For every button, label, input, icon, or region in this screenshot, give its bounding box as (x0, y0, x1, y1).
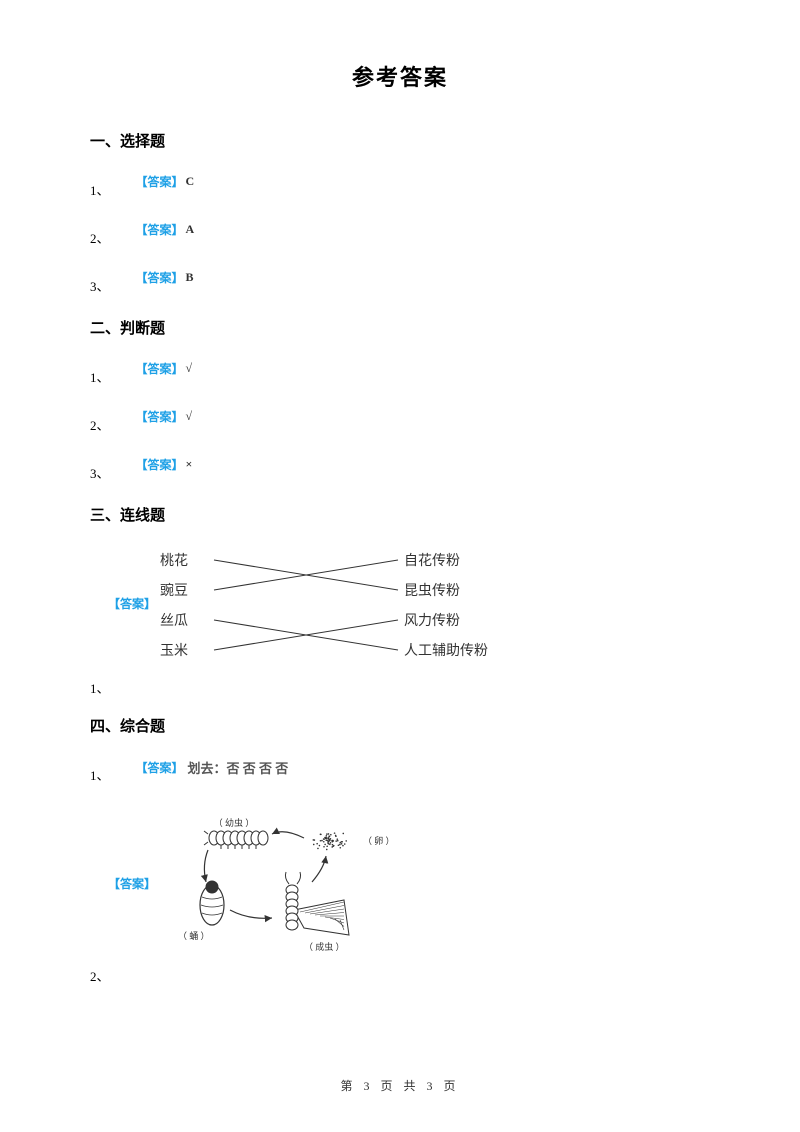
svg-text:桃花: 桃花 (160, 553, 188, 569)
item-number: 3、 (90, 276, 110, 295)
answer-value: √ (186, 409, 193, 424)
s1-item-1: 1、 【答案】 C (90, 173, 710, 199)
answer-value: × (186, 457, 193, 472)
svg-text:玉米: 玉米 (160, 643, 188, 659)
answer-label: 【答案】 (108, 875, 156, 892)
section-2-heading: 二、判断题 (90, 317, 710, 338)
svg-text:人工辅助传粉: 人工辅助传粉 (404, 643, 488, 659)
svg-text:（ 蛹 ）: （ 蛹 ） (178, 931, 210, 941)
svg-text:（ 幼虫 ）: （ 幼虫 ） (214, 817, 255, 828)
svg-text:丝瓜: 丝瓜 (160, 613, 188, 629)
s4-item-1: 1、 【答案】 划去：否 否 否 否 (90, 758, 710, 784)
answer-label: 【答案】 (136, 759, 184, 776)
answer-label: 【答案】 (108, 595, 156, 612)
matching-diagram: 桃花豌豆丝瓜玉米 自花传粉昆虫传粉风力传粉人工辅助传粉 (156, 547, 516, 672)
svg-text:昆虫传粉: 昆虫传粉 (404, 583, 460, 599)
svg-text:（ 成虫 ）: （ 成虫 ） (304, 941, 345, 952)
item-number: 2、 (90, 966, 710, 985)
item-number: 1、 (90, 367, 110, 386)
section-4-heading: 四、综合题 (90, 715, 710, 736)
answer-label: 【答案】 (136, 269, 184, 286)
section-3-heading: 三、连线题 (90, 504, 710, 525)
answer-value: C (186, 174, 195, 189)
svg-text:豌豆: 豌豆 (160, 583, 188, 599)
answer-value: A (186, 222, 195, 237)
section-1-heading: 一、选择题 (90, 130, 710, 151)
item-number: 1、 (90, 678, 710, 697)
s1-item-2: 2、 【答案】 A (90, 221, 710, 247)
answer-value: B (186, 270, 194, 285)
s2-item-3: 3、 【答案】 × (90, 456, 710, 482)
item-number: 3、 (90, 463, 110, 482)
svg-text:（ 卵 ）: （ 卵 ） (363, 836, 395, 846)
item-number: 2、 (90, 415, 110, 434)
answer-label: 【答案】 (136, 408, 184, 425)
s2-item-1: 1、 【答案】 √ (90, 360, 710, 386)
item-number: 1、 (90, 180, 110, 199)
svg-text:自花传粉: 自花传粉 (404, 553, 460, 569)
s2-item-2: 2、 【答案】 √ (90, 408, 710, 434)
page-title: 参考答案 (90, 60, 710, 92)
answer-label: 【答案】 (136, 360, 184, 377)
matching-block: 【答案】 桃花豌豆丝瓜玉米 自花传粉昆虫传粉风力传粉人工辅助传粉 (108, 547, 710, 672)
synth-answer-text: 划去：否 否 否 否 (188, 758, 289, 777)
answer-label: 【答案】 (136, 173, 184, 190)
s4-item-2: 【答案】 （ 幼虫 ） （ 卵 ） （ 蛹 ） （ 成虫 ） (108, 806, 710, 960)
lifecycle-diagram: （ 幼虫 ） （ 卵 ） （ 蛹 ） （ 成虫 ） (164, 810, 404, 960)
page-footer: 第 3 页 共 3 页 (0, 1077, 800, 1094)
item-number: 2、 (90, 228, 110, 247)
s1-item-3: 3、 【答案】 B (90, 269, 710, 295)
answer-label: 【答案】 (136, 456, 184, 473)
item-number: 1、 (90, 765, 110, 784)
svg-text:风力传粉: 风力传粉 (404, 613, 460, 629)
answer-value: √ (186, 361, 193, 376)
answer-label: 【答案】 (136, 221, 184, 238)
